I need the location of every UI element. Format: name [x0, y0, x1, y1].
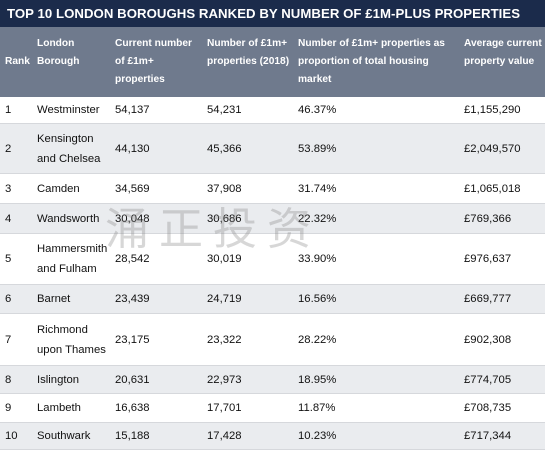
- cell-2018-count: 30,686: [207, 212, 242, 225]
- cell-current-count: 30,048: [115, 212, 150, 225]
- table-row: 1 Westminster 54,137 54,231 46.37% £1,155,290: [0, 97, 545, 124]
- cell-current-count: 28,542: [115, 253, 150, 265]
- cell-rank: 2: [5, 142, 12, 155]
- cell-borough: Islington: [37, 373, 80, 386]
- cell-borough: Hammersmith and Fulham: [37, 243, 108, 275]
- cell-average-value: £669,777: [464, 293, 512, 305]
- cell-borough: Southwark: [37, 430, 91, 442]
- header-borough: London Borough: [37, 38, 80, 67]
- cell-rank: 4: [5, 212, 12, 225]
- cell-current-count: 44,130: [115, 142, 150, 155]
- cell-current-count: 54,137: [115, 104, 150, 116]
- cell-average-value: £774,705: [464, 373, 512, 386]
- cell-proportion: 16.56%: [298, 293, 337, 305]
- cell-current-count: 16,638: [115, 402, 150, 414]
- cell-2018-count: 23,322: [207, 333, 242, 346]
- cell-2018-count: 17,428: [207, 430, 242, 442]
- cell-proportion: 28.22%: [298, 333, 337, 346]
- cell-2018-count: 45,366: [207, 142, 242, 155]
- cell-average-value: £902,308: [464, 333, 512, 346]
- cell-average-value: £1,065,018: [464, 182, 521, 195]
- table-row: 2 Kensington and Chelsea 44,130 45,366 53.89…: [0, 124, 545, 174]
- cell-rank: 10: [5, 430, 18, 442]
- header-2018: Number of £1m+ properties (2018): [207, 38, 290, 67]
- cell-borough: Kensington and Chelsea: [37, 132, 101, 165]
- cell-borough: Barnet: [37, 293, 71, 305]
- header-current: Current number of £1m+ properties: [115, 38, 192, 85]
- cell-proportion: 10.23%: [298, 430, 337, 442]
- cell-current-count: 23,175: [115, 333, 150, 346]
- cell-current-count: 34,569: [115, 182, 150, 195]
- cell-borough: Richmond upon Thames: [37, 323, 106, 356]
- cell-proportion: 46.37%: [298, 104, 337, 116]
- cell-average-value: £1,155,290: [464, 104, 521, 116]
- header-proportion: Number of £1m+ properties as proportion …: [298, 38, 445, 85]
- table-row: 5 Hammersmith and Fulham 28,542 30,019 33.90…: [0, 234, 545, 285]
- cell-proportion: 33.90%: [298, 253, 337, 265]
- cell-proportion: 22.32%: [298, 212, 337, 225]
- cell-borough: Camden: [37, 182, 80, 195]
- cell-2018-count: 24,719: [207, 293, 242, 305]
- table-row: 9 Lambeth 16,638 17,701 11.87% £708,735: [0, 394, 545, 423]
- cell-current-count: 15,188: [115, 430, 150, 442]
- cell-2018-count: 22,973: [207, 373, 242, 386]
- cell-rank: 5: [5, 253, 12, 265]
- cell-current-count: 20,631: [115, 373, 150, 386]
- cell-proportion: 31.74%: [298, 182, 337, 195]
- header-average: Average current property value: [464, 38, 542, 67]
- cell-current-count: 23,439: [115, 293, 150, 305]
- cell-rank: 3: [5, 182, 12, 195]
- cell-proportion: 53.89%: [298, 142, 337, 155]
- table-header: Rank London Borough Current number of £1…: [0, 27, 545, 97]
- cell-borough: Lambeth: [37, 402, 81, 414]
- table-row: 4 Wandsworth 30,048 30,686 22.32% £769,366: [0, 204, 545, 234]
- table-title: TOP 10 LONDON BOROUGHS RANKED BY NUMBER …: [0, 0, 545, 27]
- table-row: 10 Southwark 15,188 17,428 10.23% £717,344: [0, 423, 545, 450]
- cell-rank: 9: [5, 402, 12, 414]
- cell-borough: Westminster: [37, 104, 100, 116]
- cell-proportion: 11.87%: [298, 402, 336, 414]
- cell-rank: 6: [5, 293, 12, 305]
- header-rank: Rank: [5, 56, 30, 67]
- cell-rank: 7: [5, 333, 12, 346]
- table-row: 8 Islington 20,631 22,973 18.95% £774,705: [0, 366, 545, 394]
- cell-2018-count: 30,019: [207, 253, 242, 265]
- cell-average-value: £717,344: [464, 430, 512, 442]
- cell-average-value: £708,735: [464, 402, 512, 414]
- cell-average-value: £976,637: [464, 253, 512, 265]
- cell-average-value: £769,366: [464, 212, 512, 225]
- cell-2018-count: 17,701: [207, 402, 242, 414]
- table-row: 6 Barnet 23,439 24,719 16.56% £669,777: [0, 285, 545, 314]
- table-row: 3 Camden 34,569 37,908 31.74% £1,065,018: [0, 174, 545, 204]
- cell-2018-count: 37,908: [207, 182, 242, 195]
- table-row: 7 Richmond upon Thames 23,175 23,322 28.22% £…: [0, 314, 545, 366]
- cell-2018-count: 54,231: [207, 104, 242, 116]
- cell-average-value: £2,049,570: [464, 142, 521, 155]
- cell-rank: 1: [5, 104, 12, 116]
- cell-proportion: 18.95%: [298, 373, 337, 386]
- cell-rank: 8: [5, 373, 12, 386]
- cell-borough: Wandsworth: [37, 212, 100, 225]
